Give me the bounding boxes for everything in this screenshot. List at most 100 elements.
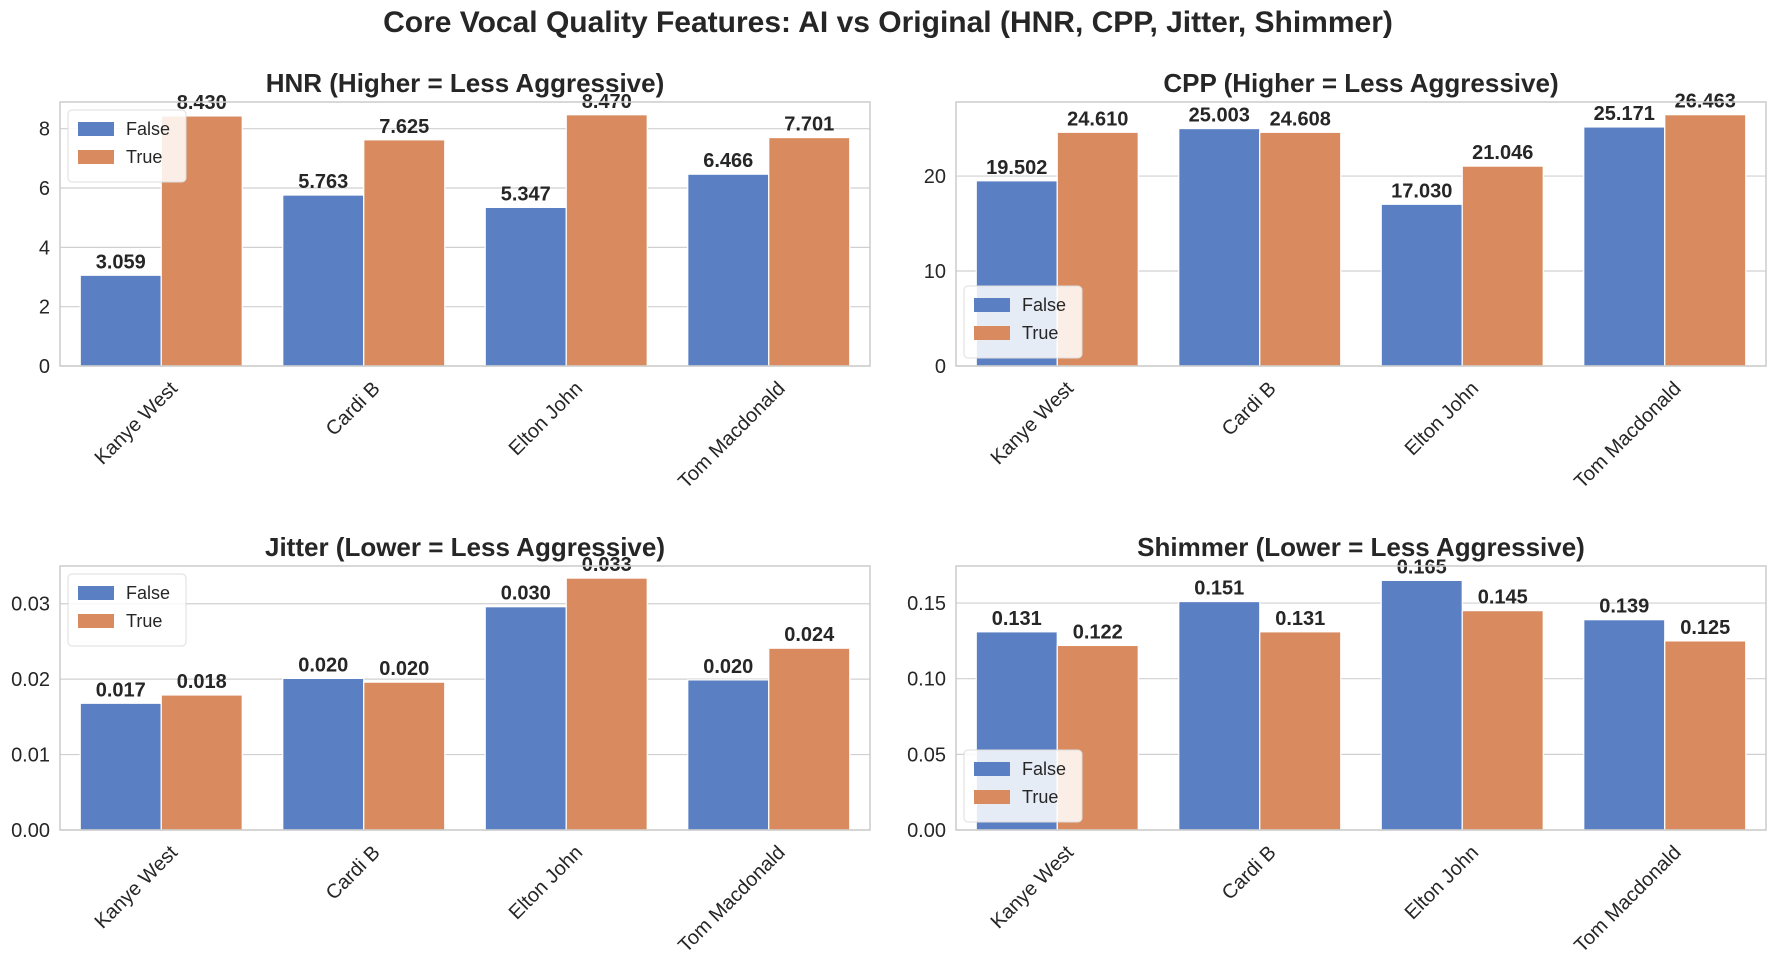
x-tick-label: Elton John — [505, 378, 587, 460]
bar-value-label: 0.020 — [298, 654, 348, 676]
bar-tom-macdonald-true — [768, 136, 851, 367]
panel-title: Jitter (Lower = Less Aggressive) — [265, 532, 665, 562]
bar-value-label: 0.017 — [96, 679, 146, 701]
y-tick-label: 10 — [924, 261, 946, 283]
chart-panel-shimmer: Shimmer (Lower = Less Aggressive) 0.00 0.0… — [907, 532, 1767, 957]
legend-swatch-false — [78, 586, 114, 600]
x-tick-label: Tom Macdonald — [674, 842, 789, 957]
bar-elton-john-false — [1380, 203, 1463, 367]
bar-tom-macdonald-true — [1664, 640, 1747, 831]
y-tick-label: 4 — [39, 237, 50, 259]
y-tick-label: 0 — [935, 356, 946, 378]
bar-elton-john-true — [565, 577, 648, 831]
bar-value-label: 0.020 — [379, 658, 429, 680]
y-tick-label: 0.01 — [11, 745, 50, 767]
axes-frame — [955, 101, 1767, 367]
x-tick-label: Elton John — [1401, 842, 1483, 924]
bar-value-label: 0.131 — [1275, 608, 1325, 630]
chart-panels: HNR (Higher = Less Aggressive) 0 2 4 6 8 3.059… — [11, 68, 1767, 957]
bar-value-label: 0.020 — [703, 656, 753, 678]
x-tick-label: Kanye West — [91, 841, 183, 933]
legend-swatch-true — [974, 326, 1010, 340]
legend-swatch-true — [974, 790, 1010, 804]
legend-swatch-true — [78, 150, 114, 164]
bar-elton-john-true — [565, 114, 648, 367]
bar-kanye-west-true — [160, 115, 243, 367]
x-tick-label: Elton John — [505, 842, 587, 924]
legend-label-true: True — [126, 147, 162, 167]
bar-cardi-b-true — [363, 139, 446, 367]
legend-label-true: True — [1022, 323, 1058, 343]
bar-value-label: 24.610 — [1067, 108, 1128, 130]
legend-label-false: False — [1022, 759, 1066, 779]
chart-panel-cpp: CPP (Higher = Less Aggressive) 0 10 20 19.50… — [924, 68, 1767, 493]
x-tick-label: Cardi B — [1218, 842, 1281, 905]
legend-swatch-true — [78, 614, 114, 628]
legend: False True — [963, 749, 1083, 823]
x-tick-label: Kanye West — [987, 377, 1079, 469]
bar-value-label: 17.030 — [1391, 180, 1452, 202]
panel-title: HNR (Higher = Less Aggressive) — [266, 68, 665, 98]
y-tick-label: 0 — [39, 356, 50, 378]
bar-tom-macdonald-true — [1664, 114, 1747, 367]
x-tick-label: Cardi B — [1218, 378, 1281, 441]
bar-value-label: 6.466 — [703, 150, 753, 172]
bar-elton-john-false — [484, 206, 567, 367]
x-tick-label: Kanye West — [987, 841, 1079, 933]
legend-swatch-false — [78, 122, 114, 136]
bar-value-label: 0.125 — [1680, 617, 1730, 639]
x-tick-label: Tom Macdonald — [1570, 378, 1685, 493]
axes-frame — [59, 565, 871, 831]
chart-panel-jitter: Jitter (Lower = Less Aggressive) 0.00 0.01… — [11, 532, 871, 957]
bar-tom-macdonald-false — [687, 679, 770, 831]
bar-tom-macdonald-false — [1583, 126, 1666, 367]
y-tick-label: 0.10 — [907, 669, 946, 691]
y-tick-label: 2 — [39, 297, 50, 319]
bar-kanye-west-false — [79, 274, 162, 367]
bar-value-label: 0.131 — [992, 608, 1042, 630]
bar-elton-john-true — [1461, 610, 1544, 831]
bar-value-label: 3.059 — [96, 251, 146, 273]
bar-tom-macdonald-true — [768, 647, 851, 831]
bar-value-label: 7.701 — [784, 114, 834, 136]
y-tick-label: 8 — [39, 119, 50, 141]
bar-value-label: 25.171 — [1594, 103, 1655, 125]
bar-value-label: 0.139 — [1599, 596, 1649, 618]
legend-label-false: False — [1022, 295, 1066, 315]
y-tick-label: 0.15 — [907, 593, 946, 615]
bar-value-label: 5.763 — [298, 171, 348, 193]
bar-value-label: 24.608 — [1270, 108, 1331, 130]
legend-swatch-false — [974, 762, 1010, 776]
bar-value-label: 0.145 — [1478, 587, 1528, 609]
bar-value-label: 8.430 — [177, 92, 227, 114]
bar-tom-macdonald-false — [687, 173, 770, 367]
legend: False True — [963, 285, 1083, 359]
y-tick-label: 0.00 — [907, 820, 946, 842]
x-tick-label: Cardi B — [322, 842, 385, 905]
bar-elton-john-true — [1461, 165, 1544, 367]
legend-label-false: False — [126, 583, 170, 603]
bar-value-label: 7.625 — [379, 116, 429, 138]
bar-value-label: 5.347 — [501, 183, 551, 205]
legend-label-true: True — [1022, 787, 1058, 807]
y-tick-label: 0.00 — [11, 820, 50, 842]
panel-title: CPP (Higher = Less Aggressive) — [1163, 68, 1558, 98]
bar-elton-john-false — [484, 606, 567, 831]
bar-cardi-b-false — [1178, 127, 1261, 367]
bar-value-label: 21.046 — [1472, 142, 1533, 164]
axes-frame — [955, 565, 1767, 831]
legend-label-true: True — [126, 611, 162, 631]
bar-tom-macdonald-false — [1583, 619, 1666, 831]
chart-panel-hnr: HNR (Higher = Less Aggressive) 0 2 4 6 8 3.059… — [39, 68, 871, 493]
bar-value-label: 0.122 — [1073, 621, 1123, 643]
bar-cardi-b-false — [282, 677, 365, 831]
y-tick-label: 20 — [924, 166, 946, 188]
bar-kanye-west-false — [79, 702, 162, 831]
bar-value-label: 19.502 — [986, 157, 1047, 179]
bar-value-label: 0.030 — [501, 583, 551, 605]
bar-value-label: 0.024 — [784, 624, 835, 646]
panel-title: Shimmer (Lower = Less Aggressive) — [1137, 532, 1585, 562]
y-tick-label: 6 — [39, 178, 50, 200]
figure-title: Core Vocal Quality Features: AI vs Origi… — [383, 6, 1393, 39]
